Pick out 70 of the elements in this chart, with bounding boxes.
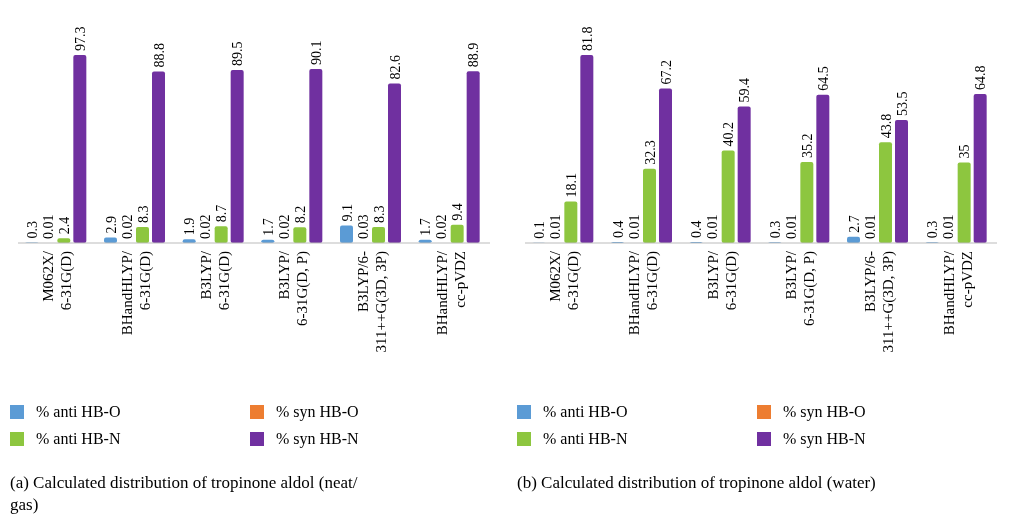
data-label: 0.4 (689, 220, 705, 239)
data-label: 2.9 (103, 215, 119, 234)
x-tick-label: B3LYP/ 6-31G(D, P) (783, 250, 819, 326)
data-label: 32.3 (642, 140, 658, 165)
data-label: 82.6 (387, 54, 403, 80)
data-label: 8.3 (135, 205, 151, 223)
data-label: 53.5 (894, 91, 910, 117)
data-label: 2.4 (56, 216, 72, 235)
legend-label: % syn HB-O (276, 403, 359, 421)
data-label: 0.01 (783, 214, 799, 239)
data-label: 59.4 (737, 77, 753, 103)
x-tick-label: M062X/ 6-31G(D) (40, 250, 76, 311)
data-label: 8.3 (371, 205, 387, 223)
data-label: 0.02 (119, 214, 135, 239)
x-tick-label: B3LYP/ 6-31G(D) (704, 250, 740, 311)
text: (a) Calculated distribution of tropinone aldol (neat/ gas) (10, 473, 358, 514)
legend-label: % anti HB-O (36, 403, 121, 420)
x-tick-label: B3LYP/ 6-31G(D, P) (276, 250, 312, 326)
x-tick-label: BHandHLYP/ cc-pVDZ (940, 250, 975, 336)
data-label: 9.4 (450, 203, 466, 221)
data-label: 0.02 (276, 214, 292, 239)
data-label: 81.8 (579, 26, 595, 51)
data-label: 1.7 (260, 218, 276, 236)
data-label: 0.03 (355, 214, 371, 239)
data-label: 0.3 (24, 220, 40, 239)
data-label: 88.8 (151, 42, 167, 68)
legend-label: % syn HB-O (783, 403, 866, 421)
data-label: 0.01 (941, 214, 957, 239)
data-label: 0.02 (434, 214, 450, 239)
data-label: 0.02 (198, 214, 214, 239)
data-label: 0.1 (531, 221, 547, 239)
text: (b) Calculated distribution of tropinone aldol (water) (517, 473, 876, 492)
data-label: 0.01 (547, 214, 563, 239)
x-tick-label: B3LYP/6- 311++G(3D, 3P) (862, 251, 897, 353)
data-label: 0.4 (610, 220, 626, 239)
data-label: 88.9 (466, 42, 482, 68)
data-label: 8.7 (214, 204, 230, 223)
data-label: 64.5 (815, 66, 831, 91)
data-label: 9.1 (339, 203, 355, 222)
data-label: 35.2 (799, 133, 815, 159)
data-label: 0.01 (626, 214, 642, 239)
data-label: 1.9 (182, 217, 198, 236)
x-tick-label: M062X/ 6-31G(D) (547, 250, 583, 311)
data-label: 0.01 (705, 214, 721, 239)
data-label: 97.3 (72, 26, 88, 51)
data-label: 0.01 (40, 214, 56, 239)
x-tick-label: BHandHLYP/ 6-31G(D) (119, 250, 154, 336)
legend-label: % syn HB-N (276, 430, 360, 448)
legend-label: % anti HB-N (543, 430, 628, 447)
data-label: 0.3 (925, 220, 941, 239)
data-label: 1.7 (418, 218, 434, 236)
legend-label: % syn HB-N (783, 430, 867, 448)
data-label: 64.8 (973, 65, 989, 91)
data-label: 8.2 (292, 205, 308, 224)
data-label: 40.2 (721, 122, 737, 147)
data-label: 18.1 (563, 172, 579, 198)
legend-label: % anti HB-N (36, 430, 121, 447)
data-label: 0.01 (862, 214, 878, 239)
x-tick-label: B3LYP/ 6-31G(D) (197, 250, 233, 311)
x-tick-label: BHandHLYP/ 6-31G(D) (626, 250, 661, 336)
data-label: 90.1 (308, 40, 324, 65)
data-label: 0.3 (767, 220, 783, 239)
data-label: 2.7 (846, 215, 862, 233)
x-tick-label: BHandHLYP/ cc-pVDZ (433, 250, 468, 336)
data-label: 35 (957, 144, 973, 159)
data-label: 67.2 (658, 60, 674, 85)
x-tick-label: B3LYP/6- 311++G(3D, 3P) (355, 251, 390, 353)
data-label: 89.5 (230, 41, 246, 67)
data-label: 43.8 (878, 113, 894, 139)
legend-label: % anti HB-O (543, 403, 628, 420)
